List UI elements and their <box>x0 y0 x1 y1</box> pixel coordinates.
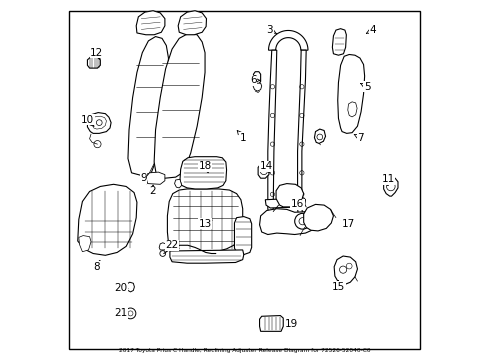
Text: 22: 22 <box>165 240 179 250</box>
Text: 2: 2 <box>149 185 156 197</box>
Polygon shape <box>180 157 226 189</box>
Text: 13: 13 <box>198 219 212 229</box>
Polygon shape <box>253 72 260 84</box>
Text: 10: 10 <box>81 115 94 126</box>
Text: 3: 3 <box>266 25 276 35</box>
Polygon shape <box>383 177 397 196</box>
Polygon shape <box>169 250 244 263</box>
Text: 18: 18 <box>198 161 211 173</box>
Polygon shape <box>253 83 261 91</box>
Polygon shape <box>297 50 305 220</box>
Polygon shape <box>145 172 164 184</box>
Polygon shape <box>178 11 206 35</box>
Polygon shape <box>78 184 137 255</box>
Circle shape <box>125 308 136 319</box>
Polygon shape <box>154 34 204 178</box>
Polygon shape <box>259 316 283 331</box>
Text: 9: 9 <box>140 173 146 184</box>
Text: 20: 20 <box>114 283 127 293</box>
Text: 12: 12 <box>90 48 103 59</box>
Polygon shape <box>126 282 134 292</box>
Polygon shape <box>332 29 346 55</box>
Polygon shape <box>258 163 269 178</box>
Text: 11: 11 <box>381 174 394 185</box>
Polygon shape <box>259 209 316 234</box>
Text: 14: 14 <box>259 161 272 173</box>
Circle shape <box>298 218 305 225</box>
Polygon shape <box>337 54 364 134</box>
Polygon shape <box>267 50 276 220</box>
Polygon shape <box>79 235 91 252</box>
Text: 15: 15 <box>331 280 345 292</box>
Text: 4: 4 <box>366 25 375 35</box>
Text: 2017 Toyota Prius C Handle, Reclining Adjuster Release Diagram for 72526-52040-C: 2017 Toyota Prius C Handle, Reclining Ad… <box>119 348 369 353</box>
Circle shape <box>294 213 310 229</box>
Polygon shape <box>303 204 333 231</box>
FancyBboxPatch shape <box>69 12 419 348</box>
Polygon shape <box>167 189 242 252</box>
Polygon shape <box>314 129 325 143</box>
Text: 16: 16 <box>290 199 304 210</box>
Polygon shape <box>128 37 168 176</box>
Polygon shape <box>276 184 303 207</box>
Polygon shape <box>333 256 357 285</box>
Text: 5: 5 <box>360 82 370 92</box>
Text: 1: 1 <box>237 130 246 143</box>
Polygon shape <box>265 198 305 208</box>
Text: 17: 17 <box>341 219 354 229</box>
Text: 6: 6 <box>250 75 260 85</box>
Text: 21: 21 <box>114 309 128 318</box>
Text: 19: 19 <box>284 319 297 329</box>
Polygon shape <box>87 113 111 134</box>
Polygon shape <box>136 11 164 35</box>
Text: 7: 7 <box>353 133 363 143</box>
Polygon shape <box>92 116 106 129</box>
Text: 8: 8 <box>93 260 100 272</box>
Polygon shape <box>159 243 166 250</box>
Polygon shape <box>174 179 182 188</box>
Polygon shape <box>87 57 100 68</box>
Polygon shape <box>347 102 356 117</box>
Polygon shape <box>234 217 251 255</box>
Polygon shape <box>268 31 307 50</box>
